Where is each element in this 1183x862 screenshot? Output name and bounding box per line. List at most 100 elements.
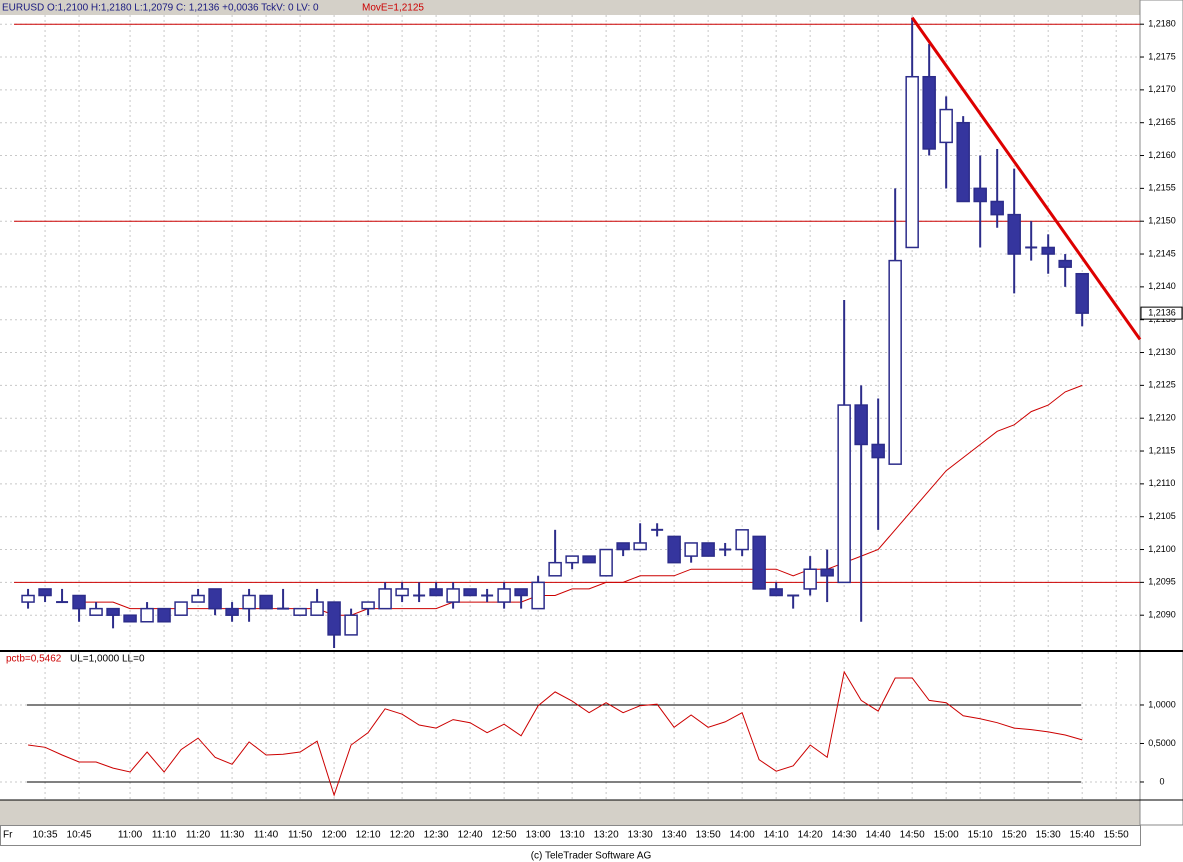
candle-body: [89, 607, 103, 616]
candle-body: [956, 121, 970, 203]
candle-body: [310, 601, 324, 616]
candle-body: [565, 555, 579, 564]
x-tick-label: 14:30: [832, 830, 857, 841]
candle-body: [157, 607, 171, 623]
x-tick-label: 15:40: [1070, 830, 1095, 841]
x-tick-label: 11:10: [152, 830, 177, 841]
y-tick-label: 1,2165: [1148, 117, 1176, 127]
y-tick-label: 1,2110: [1149, 478, 1176, 488]
x-tick-label: 10:45: [67, 830, 92, 841]
x-tick-label: 11:30: [220, 830, 245, 841]
candle-body: [888, 259, 902, 465]
candle-body: [497, 588, 511, 603]
candle-body: [769, 588, 783, 597]
candle-body: [21, 594, 35, 603]
y-tick-label: 1,2120: [1148, 413, 1176, 423]
x-tick-label: 14:00: [730, 830, 755, 841]
candle-body: [854, 404, 868, 446]
x-tick-label: 13:00: [526, 830, 551, 841]
x-tick-label: 12:50: [492, 830, 517, 841]
y-tick-label: 1,2095: [1148, 577, 1176, 587]
candle-body: [514, 588, 528, 597]
candle-body: [803, 568, 817, 590]
candle-body: [939, 108, 953, 144]
candle-body: [72, 594, 86, 610]
candle-body: [208, 588, 222, 610]
x-tick-label: 14:50: [900, 830, 925, 841]
y-tick-label: 0: [1159, 776, 1164, 786]
y-tick-label: 1,2115: [1149, 445, 1176, 455]
time-axis: [0, 825, 1141, 846]
y-tick-label: 0,5000: [1148, 738, 1176, 748]
footer: (c) TeleTrader Software AG: [531, 851, 652, 862]
candle-body: [123, 614, 137, 623]
candle-body: [684, 542, 698, 557]
x-tick-label: 10:35: [33, 830, 58, 841]
candle-body: [633, 542, 647, 551]
candle-body: [446, 588, 460, 603]
candle-body: [905, 75, 919, 249]
candle-body: [259, 594, 273, 610]
candle-body: [361, 601, 375, 610]
candle-body: [820, 568, 834, 577]
y-tick-label: 1,2175: [1148, 51, 1176, 61]
x-tick-label: 12:20: [390, 830, 415, 841]
x-tick-label: 11:00: [118, 830, 143, 841]
candle-body: [599, 548, 613, 577]
y-tick-label: 1,2125: [1148, 380, 1176, 390]
x-tick-label: 11:20: [186, 830, 211, 841]
last-price-label: 1,2136: [1148, 308, 1176, 318]
candle-body: [242, 594, 256, 610]
candle-body: [735, 529, 749, 551]
candle-body: [922, 75, 936, 150]
candle-body: [616, 542, 630, 551]
candle-body: [327, 601, 341, 636]
y-tick-label: 1,2100: [1148, 544, 1176, 554]
trend-line: [910, 16, 1142, 341]
x-tick-label: 14:20: [798, 830, 823, 841]
y-tick-label: 1,2170: [1148, 84, 1176, 94]
day-label: Fr: [3, 830, 13, 841]
candle-body: [1075, 272, 1089, 314]
y-tick-label: 1,2160: [1148, 150, 1176, 160]
candle-body: [191, 594, 205, 603]
x-tick-label: 13:10: [560, 830, 585, 841]
ma-label: MovE=1,2125: [362, 3, 424, 14]
x-tick-label: 15:10: [968, 830, 993, 841]
x-tick-label: 15:50: [1104, 830, 1129, 841]
x-tick-label: 14:10: [764, 830, 789, 841]
x-tick-label: 12:30: [424, 830, 449, 841]
candle-body: [871, 443, 885, 459]
x-tick-label: 12:00: [322, 830, 347, 841]
candle-body: [106, 607, 120, 616]
x-tick-label: 12:40: [458, 830, 483, 841]
indicator-limits: UL=1,0000 LL=0: [70, 654, 145, 665]
x-tick-label: 15:20: [1002, 830, 1027, 841]
x-tick-label: 13:40: [662, 830, 687, 841]
candle-body: [990, 200, 1004, 216]
price-axis: [1139, 0, 1183, 826]
candle-body: [582, 555, 596, 564]
indicator-legend: pctb=0,5462: [6, 654, 62, 665]
y-tick-label: 1,2090: [1148, 610, 1176, 620]
y-tick-label: 1,0000: [1148, 699, 1176, 709]
y-tick-label: 1,2130: [1148, 347, 1176, 357]
candle-body: [174, 601, 188, 616]
candle-body: [378, 588, 392, 610]
y-tick-label: 1,2105: [1148, 511, 1176, 521]
last-price-box: [1140, 306, 1183, 320]
indicator-line: [28, 670, 1083, 797]
candle-body: [1007, 213, 1021, 255]
candle-body: [140, 607, 154, 623]
candle-body: [38, 588, 52, 597]
x-tick-label: 12:10: [356, 830, 381, 841]
candle-body: [225, 607, 239, 616]
y-tick-label: 1,2140: [1148, 281, 1176, 291]
x-tick-label: 11:50: [288, 830, 313, 841]
candle-body: [1058, 259, 1072, 268]
candle-body: [973, 187, 987, 203]
quote-text: EURUSD O:1,2100 H:1,2180 L:1,2079 C: 1,2…: [2, 3, 319, 14]
